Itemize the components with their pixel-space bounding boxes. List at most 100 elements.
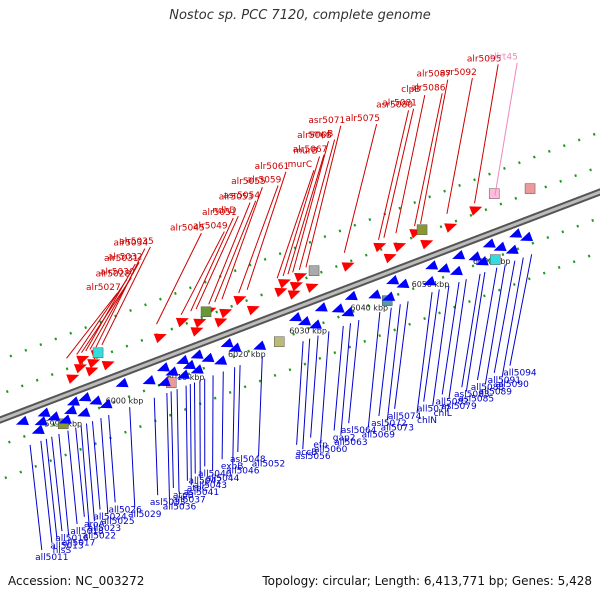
reverse-gene-arrow <box>452 249 466 260</box>
forward-gene-label: asr5092 <box>440 68 477 78</box>
forward-leader-line <box>66 292 118 359</box>
reverse-gene-label: all5036 <box>163 503 197 513</box>
reverse-leader-line <box>185 385 188 481</box>
reverse-gene-arrow <box>228 342 242 352</box>
reverse-gene-arrow <box>308 319 322 329</box>
rna-feature <box>488 188 500 199</box>
reverse-gene-label: all5016 <box>55 534 89 544</box>
map-title: Nostoc sp. PCC 7120, complete genome <box>169 8 431 23</box>
reverse-gene-arrow <box>190 364 204 374</box>
reverse-leader-line <box>476 267 498 381</box>
reverse-gene-arrow <box>298 315 312 326</box>
forward-leader-line <box>208 202 251 305</box>
reverse-gene-arrow <box>288 311 302 322</box>
reverse-leader-line <box>320 331 330 443</box>
reverse-gene-arrow <box>190 349 204 359</box>
forward-gene-arrow <box>85 367 99 377</box>
forward-gene-arrow <box>277 279 291 289</box>
reverse-gene-labels: all5011all5013hisSall5016all5017all5018a… <box>29 254 537 563</box>
forward-gene-arrow <box>287 290 301 300</box>
forward-leader-line <box>474 64 499 204</box>
reverse-gene-arrow <box>214 355 228 365</box>
reverse-leader-line <box>80 425 90 529</box>
forward-leader-line <box>446 77 473 214</box>
reverse-leader-line <box>296 341 304 445</box>
reverse-gene-arrow <box>66 396 80 406</box>
reverse-gene-arrow <box>493 241 507 252</box>
reverse-gene-arrow <box>115 377 129 388</box>
reverse-gene-label: all5044 <box>206 474 240 484</box>
forward-leader-line <box>298 139 336 271</box>
reverse-leader-line <box>91 421 101 510</box>
forward-gene-arrow <box>219 308 233 319</box>
reverse-leader-line <box>441 281 460 395</box>
forward-gene-arrow <box>175 317 189 328</box>
reverse-gene-arrow <box>157 376 171 387</box>
forward-gene-label: alr5030 <box>100 268 135 278</box>
forward-gene-arrow <box>87 359 101 369</box>
reverse-gene-label: asl5048 <box>230 455 266 465</box>
forward-leader-line <box>378 110 410 240</box>
reverse-leader-line <box>432 285 450 407</box>
forward-leader-line <box>383 108 415 238</box>
reverse-leader-line <box>378 307 392 417</box>
reverse-gene-arrow <box>509 228 523 238</box>
forward-gene-label: alr5087 <box>416 70 451 80</box>
reverse-leader-line <box>129 407 136 507</box>
forward-leader-line <box>287 154 325 275</box>
forward-gene-label: murC <box>288 160 312 170</box>
gene-box <box>524 183 536 194</box>
reverse-gene-arrow <box>64 404 78 415</box>
forward-gene-label: alr5045 <box>170 223 205 233</box>
reverse-leader-line <box>51 436 63 532</box>
forward-leader-line <box>76 279 128 355</box>
forward-gene-arrow <box>393 242 407 253</box>
reverse-gene-label: all5089 <box>479 387 513 397</box>
reverse-leader-line <box>465 272 486 392</box>
gene-box <box>200 306 212 317</box>
backbone-rings <box>0 130 600 482</box>
reverse-gene-label: all5088 <box>471 383 505 393</box>
forward-gene-arrow <box>246 305 260 316</box>
forward-gene-label: alr5055 <box>231 177 266 187</box>
reverse-gene-arrow <box>15 415 29 426</box>
forward-gene-label: alr5035 <box>119 237 154 247</box>
reverse-gene-label: all5024 <box>93 513 127 523</box>
reverse-leader-line <box>348 319 360 424</box>
forward-gene-label: alr5051 <box>202 208 237 218</box>
reverse-gene-label: all5046 <box>226 467 260 477</box>
forward-gene-arrow <box>294 272 308 283</box>
forward-gene-label: alr5068 <box>297 131 332 141</box>
reverse-leader-line <box>501 257 524 378</box>
reverse-gene-arrow <box>31 424 45 435</box>
reverse-leader-line <box>67 430 78 525</box>
scale-label: 6020 kbp <box>228 350 266 359</box>
reverse-gene-label: asl5041 <box>184 488 220 498</box>
forward-leader-line <box>238 185 279 294</box>
reverse-gene-label: gap2 <box>333 433 356 443</box>
reverse-gene-label: all5069 <box>362 431 396 441</box>
reverse-leader-line <box>448 279 467 399</box>
reverse-features <box>15 228 534 435</box>
reverse-gene-arrow <box>176 354 190 365</box>
reverse-gene-label: all5037 <box>172 495 205 505</box>
forward-gene-label: alr5053 <box>219 193 254 203</box>
reverse-gene-label: all5082 <box>435 397 468 407</box>
reverse-gene-label: exbB <box>221 462 244 472</box>
forward-leader-line <box>85 263 136 352</box>
reverse-gene-arrow <box>58 414 72 424</box>
reverse-gene-label: asl5033 <box>150 498 186 508</box>
reverse-leader-line <box>232 367 236 464</box>
reverse-leader-line <box>302 338 311 450</box>
reverse-gene-label: all5022 <box>83 531 116 541</box>
reverse-leader-line <box>258 356 263 457</box>
reverse-gene-arrow <box>425 260 439 270</box>
forward-leader-line <box>221 187 263 300</box>
reverse-leader-line <box>85 423 95 522</box>
reverse-gene-label: chlN <box>417 416 437 426</box>
reverse-gene-arrow <box>78 391 92 402</box>
reverse-gene-arrow <box>182 359 196 370</box>
reverse-gene-arrow <box>314 302 328 312</box>
forward-leader-line <box>395 94 426 234</box>
reverse-gene-arrow <box>449 265 463 276</box>
